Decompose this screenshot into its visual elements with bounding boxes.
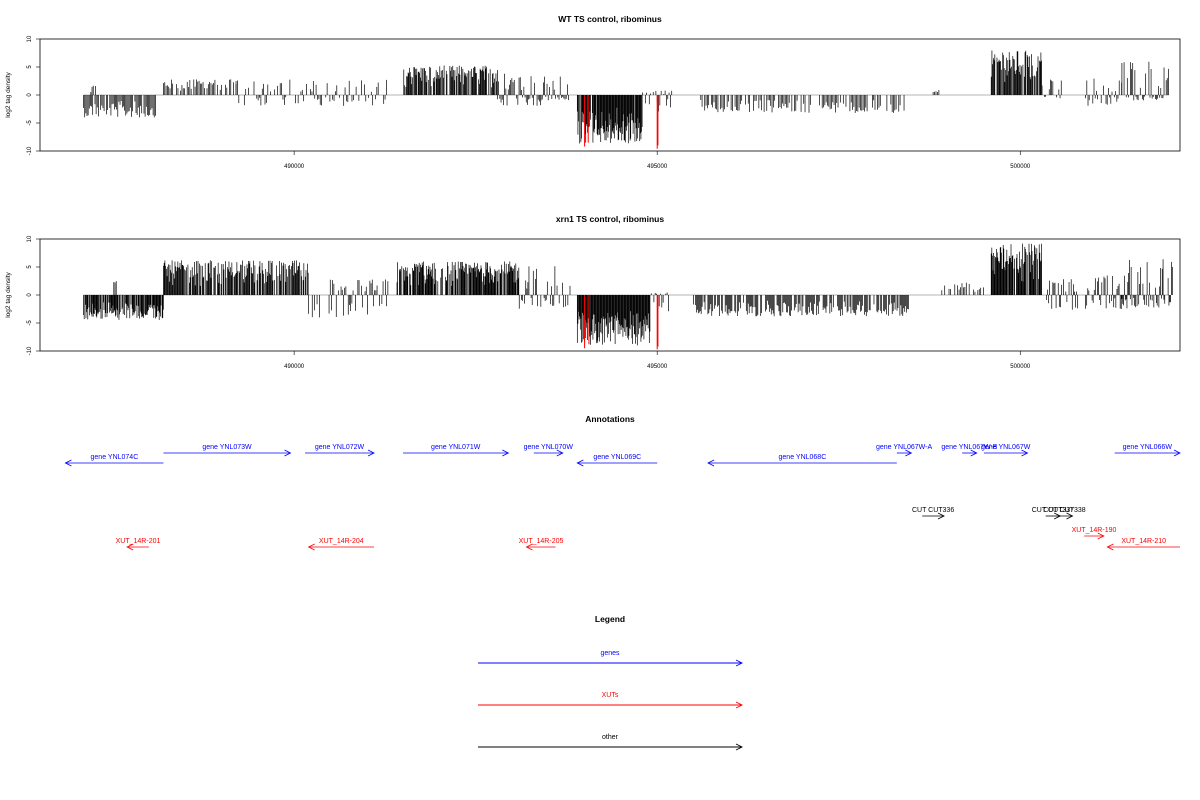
track-title: WT TS control, ribominus — [558, 14, 662, 24]
annotation-label: CUT CUT337 — [1032, 507, 1074, 514]
y-axis-label: log2 tag density — [5, 271, 12, 317]
annotation-item: gene YNL066W — [1114, 444, 1181, 457]
annotation-label: CUT CUT336 — [912, 507, 954, 514]
annotations-title: Annotations — [585, 414, 635, 424]
arrow-head — [735, 743, 744, 751]
annotation-item: gene YNL073W — [163, 444, 292, 457]
arrow-head — [576, 459, 584, 467]
annotation-label: CUT CUT338 — [1043, 507, 1085, 514]
annotation-label: gene YNL070W — [524, 444, 574, 451]
bar-series — [83, 50, 1170, 149]
annotation-item: CUT CUT338 — [1043, 507, 1086, 520]
arrow-head — [1097, 532, 1105, 540]
annotation-item: gene YNL067W — [981, 444, 1031, 457]
arrow-head — [1021, 449, 1029, 457]
arrow-head — [1066, 512, 1074, 520]
annotation-label: gene YNL067W-B — [941, 444, 997, 451]
annotation-label: gene YNL066W — [1123, 444, 1173, 451]
x-tick-label: 495000 — [647, 164, 668, 170]
y-tick-label: 5 — [27, 65, 33, 69]
arrow-head — [905, 449, 913, 457]
x-tick-label: 495000 — [647, 364, 668, 370]
legend-list: genes XUTs other — [478, 650, 744, 751]
arrow-head — [284, 449, 292, 457]
annotation-item: gene YNL072W — [305, 444, 375, 457]
annotation-label: gene YNL073W — [202, 444, 252, 451]
legend-item: other — [478, 734, 744, 751]
arrow-head — [367, 449, 375, 457]
legend-label: XUTs — [602, 692, 619, 699]
annotation-item: gene YNL069C — [576, 454, 658, 467]
annotation-label: gene YNL071W — [431, 444, 481, 451]
annotation-list: gene YNL074C gene YNL073W gene YNL072W gene… — [64, 444, 1181, 551]
arrow-head — [735, 659, 744, 667]
annotation-item: XUT_14R-190 — [1072, 527, 1117, 540]
y-tick-label: -10 — [27, 346, 33, 355]
y-tick-label: 5 — [27, 265, 33, 269]
y-tick-label: -5 — [27, 120, 33, 126]
track-panel-wt: WT TS control, ribominus log2 tag densit… — [5, 14, 1181, 170]
annotation-label: XUT_14R-201 — [116, 538, 161, 545]
arrow-head — [970, 449, 978, 457]
bar-series — [83, 243, 1173, 350]
annotation-item: XUT_14R-205 — [519, 538, 564, 551]
annotation-item: gene YNL068C — [707, 454, 897, 467]
y-tick-label: 10 — [27, 35, 33, 42]
annotation-item: gene YNL070W — [524, 444, 574, 457]
annotation-item: gene YNL067W-B — [941, 444, 998, 457]
annotation-label: XUT_14R-204 — [319, 538, 364, 545]
annotation-label: gene YNL067W-A — [876, 444, 932, 451]
arrow-head — [525, 543, 533, 551]
legend-title: Legend — [595, 614, 625, 624]
arrow-head — [126, 543, 134, 551]
track-title: xrn1 TS control, ribominus — [556, 214, 664, 224]
legend-label: other — [602, 734, 619, 741]
annotation-item: XUT_14R-204 — [307, 538, 375, 551]
legend-item: genes — [478, 650, 744, 667]
arrow-head — [937, 512, 945, 520]
y-tick-label: 10 — [27, 235, 33, 242]
annotation-item: gene YNL067W-A — [876, 444, 933, 457]
track-panel-xrn1: xrn1 TS control, ribominus log2 tag dens… — [5, 214, 1181, 370]
y-tick-label: -5 — [27, 320, 33, 326]
arrow-head — [707, 459, 715, 467]
y-tick-label: 0 — [27, 93, 33, 97]
axis-ticks: 10 5 0 -5 -10 490000 495000 500000 — [27, 235, 1031, 370]
arrow-head — [1173, 449, 1181, 457]
annotation-label: gene YNL069C — [593, 454, 641, 461]
annotation-item: XUT_14R-210 — [1106, 538, 1180, 551]
annotation-label: gene YNL074C — [91, 454, 139, 461]
arrow-head — [502, 449, 510, 457]
annotation-item: XUT_14R-201 — [116, 538, 161, 551]
arrow-head — [1106, 543, 1114, 551]
annotation-label: XUT_14R-190 — [1072, 527, 1117, 534]
x-tick-label: 490000 — [284, 164, 305, 170]
arrow-head — [735, 701, 744, 709]
legend-item: XUTs — [478, 692, 744, 709]
legend-panel: Legend genes XUTs other — [478, 614, 744, 751]
annotation-label: XUT_14R-210 — [1121, 538, 1166, 545]
legend-label: genes — [600, 650, 620, 657]
arrow-head — [64, 459, 72, 467]
annotation-label: gene YNL068C — [779, 454, 827, 461]
axis-ticks: 10 5 0 -5 -10 490000 495000 500000 — [27, 35, 1031, 170]
x-tick-label: 500000 — [1010, 164, 1031, 170]
annotation-item: gene YNL071W — [403, 444, 510, 457]
annotation-label: gene YNL072W — [315, 444, 365, 451]
x-tick-label: 490000 — [284, 364, 305, 370]
arrow-head — [556, 449, 564, 457]
annotation-label: XUT_14R-205 — [519, 538, 564, 545]
annotation-item: gene YNL074C — [64, 454, 164, 467]
annotation-item: CUT CUT336 — [912, 507, 954, 520]
y-tick-label: -10 — [27, 146, 33, 155]
x-tick-label: 500000 — [1010, 364, 1031, 370]
annotation-label: gene YNL067W — [981, 444, 1031, 451]
arrow-head — [307, 543, 315, 551]
y-axis-label: log2 tag density — [5, 71, 12, 117]
y-tick-label: 0 — [27, 293, 33, 297]
